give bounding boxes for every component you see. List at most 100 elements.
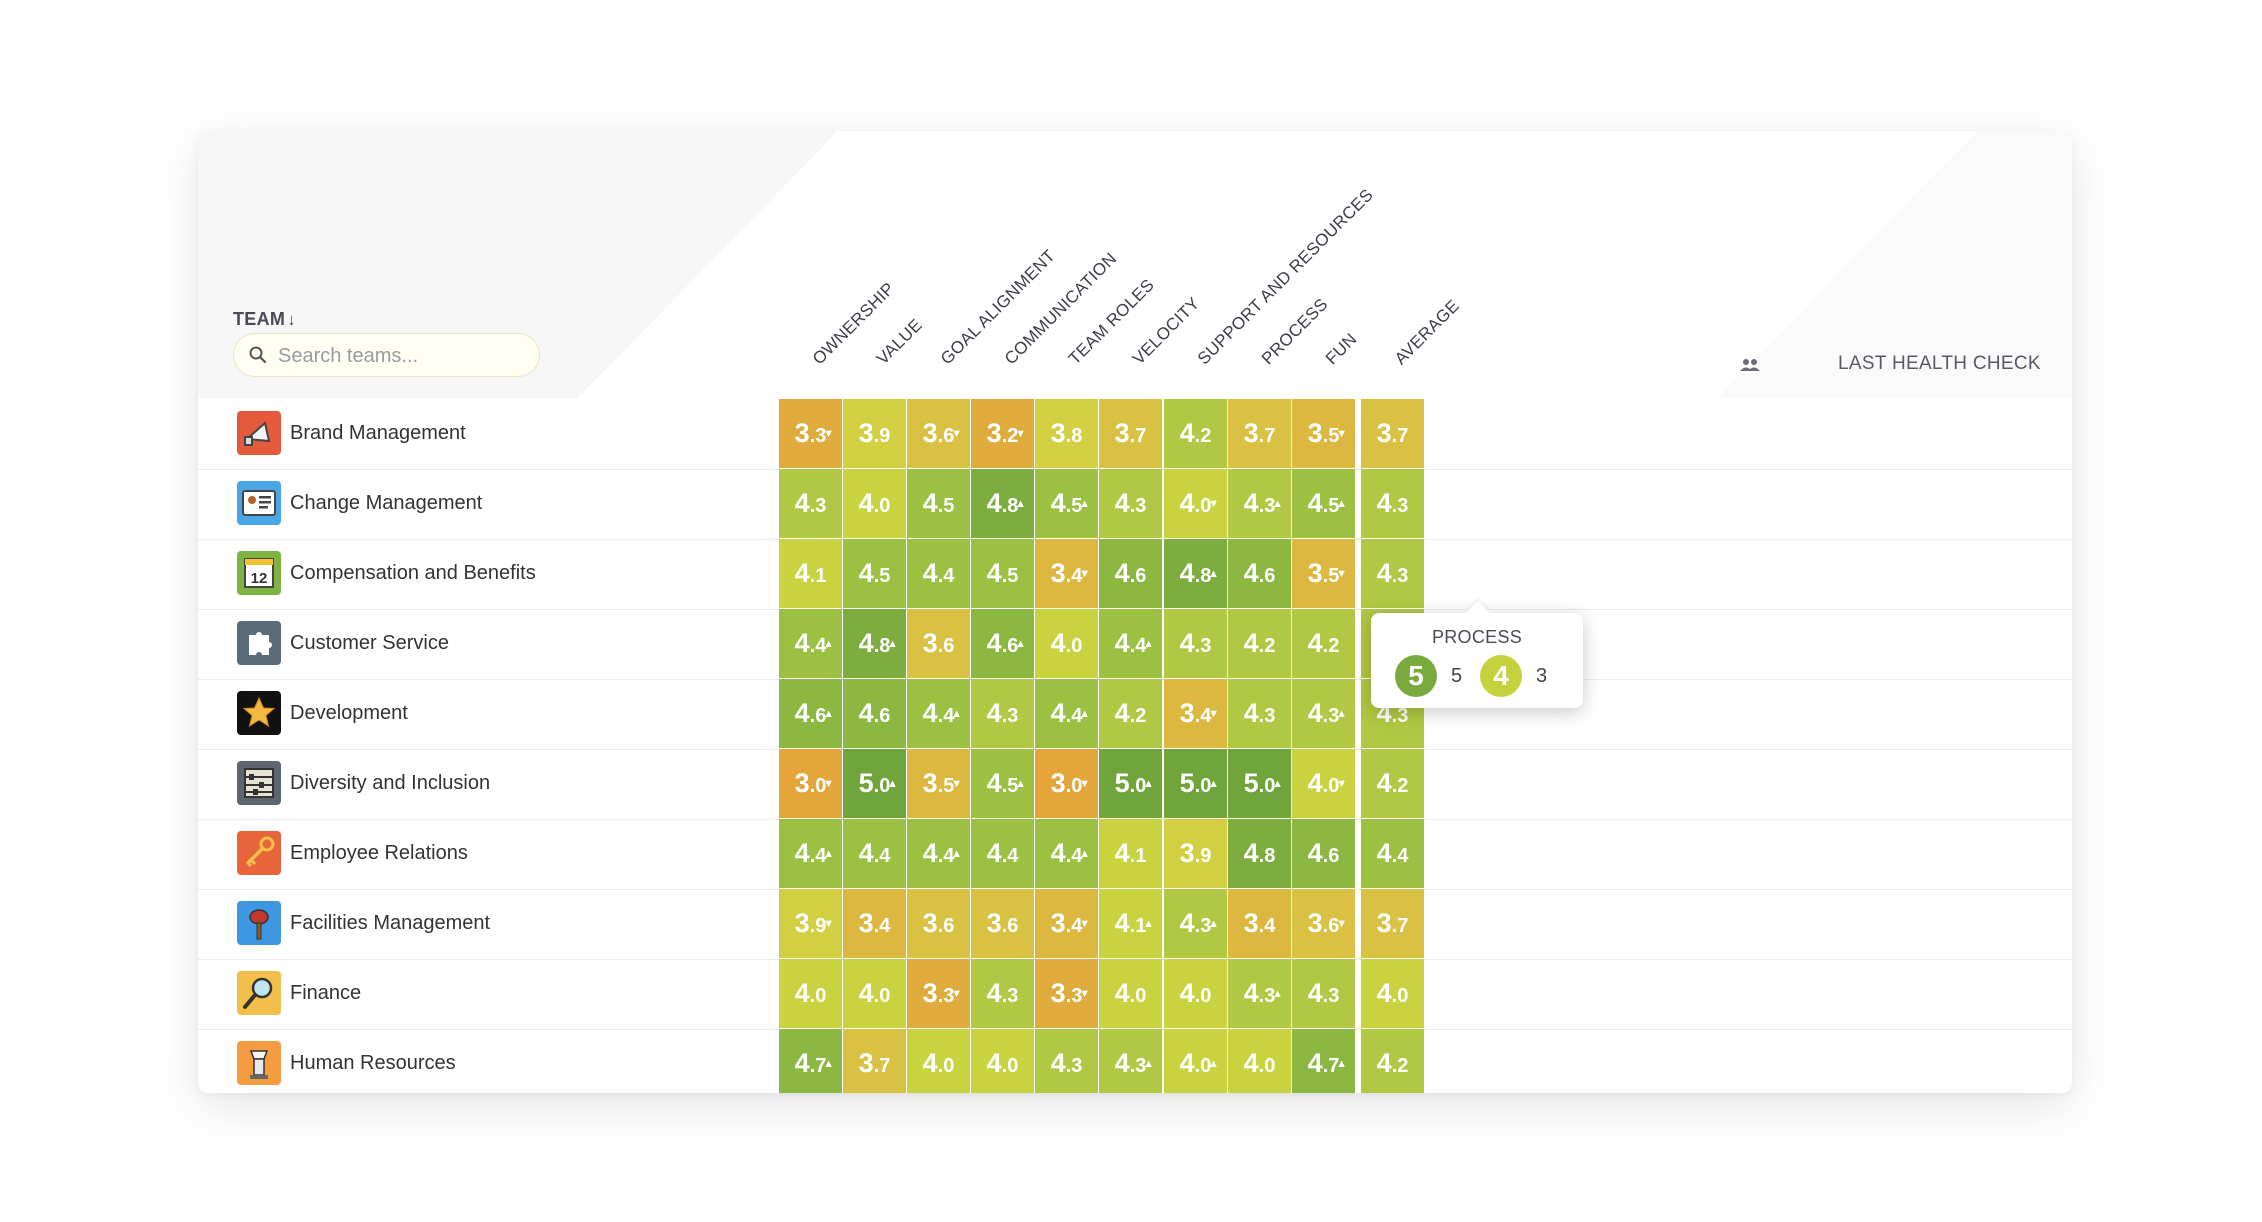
score-cell-communication[interactable]: 3.2 ▼ <box>971 399 1034 468</box>
team-name[interactable]: Compensation and Benefits <box>290 562 536 584</box>
score-cell-average[interactable]: 3.7 <box>1361 399 1424 468</box>
score-cell-velocity[interactable]: 5.0 ▲ <box>1099 749 1162 818</box>
team-name[interactable]: Development <box>290 702 408 724</box>
score-cell-goal-alignment[interactable]: 3.6 <box>907 609 970 678</box>
score-cell-fun[interactable]: 4.6 <box>1292 819 1355 888</box>
score-cell-value[interactable]: 3.9 <box>843 399 906 468</box>
team-name[interactable]: Customer Service <box>290 632 449 654</box>
score-cell-velocity[interactable]: 4.1 ▲ <box>1099 889 1162 958</box>
score-cell-team-roles[interactable]: 4.3 <box>1035 1029 1098 1093</box>
score-cell-support-and-resources[interactable]: 4.0 ▲ <box>1164 1029 1227 1093</box>
score-cell-support-and-resources[interactable]: 4.3 ▲ <box>1164 889 1227 958</box>
score-cell-value[interactable]: 4.5 <box>843 539 906 608</box>
score-cell-communication[interactable]: 4.4 <box>971 819 1034 888</box>
score-cell-average[interactable]: 4.3 <box>1361 469 1424 538</box>
search-box[interactable] <box>233 333 540 377</box>
score-cell-average[interactable]: 4.3 <box>1361 539 1424 608</box>
score-cell-value[interactable]: 4.6 <box>843 679 906 748</box>
score-cell-value[interactable]: 4.0 <box>843 959 906 1028</box>
score-cell-fun[interactable]: 3.5 ▼ <box>1292 539 1355 608</box>
score-cell-support-and-resources[interactable]: 4.0 ▼ <box>1164 469 1227 538</box>
score-cell-ownership[interactable]: 4.1 <box>779 539 842 608</box>
score-cell-ownership[interactable]: 4.7 ▲ <box>779 1029 842 1093</box>
score-cell-team-roles[interactable]: 3.8 <box>1035 399 1098 468</box>
table-row[interactable]: Change Management 4.3 4.0 4.5 4.8 ▲ 4.5 ▲ 4.3 4.0… <box>198 469 2072 540</box>
sort-arrow-icon[interactable]: ↓ <box>287 310 297 329</box>
team-name[interactable]: Diversity and Inclusion <box>290 772 491 794</box>
score-cell-team-roles[interactable]: 4.0 <box>1035 609 1098 678</box>
score-cell-fun[interactable]: 4.0 ▼ <box>1292 749 1355 818</box>
team-name[interactable]: Finance <box>290 982 362 1004</box>
score-cell-communication[interactable]: 4.5 <box>971 539 1034 608</box>
score-cell-ownership[interactable]: 3.9 ▼ <box>779 889 842 958</box>
score-cell-goal-alignment[interactable]: 3.6 <box>907 889 970 958</box>
score-cell-process[interactable]: 3.4 <box>1228 889 1291 958</box>
score-cell-support-and-resources[interactable]: 3.9 <box>1164 819 1227 888</box>
score-cell-communication[interactable]: 3.6 <box>971 889 1034 958</box>
score-cell-average[interactable]: 4.0 <box>1361 959 1424 1028</box>
score-cell-value[interactable]: 3.7 <box>843 1029 906 1093</box>
score-cell-value[interactable]: 4.0 <box>843 469 906 538</box>
score-cell-value[interactable]: 4.8 ▲ <box>843 609 906 678</box>
score-cell-goal-alignment[interactable]: 4.0 <box>907 1029 970 1093</box>
score-cell-goal-alignment[interactable]: 4.5 <box>907 469 970 538</box>
table-row[interactable]: Employee Relations 4.4 ▲ 4.4 4.4 ▲ 4.4 4.4 ▲ 4.1 3… <box>198 819 2072 890</box>
score-cell-team-roles[interactable]: 4.5 ▲ <box>1035 469 1098 538</box>
score-cell-team-roles[interactable]: 4.4 ▲ <box>1035 679 1098 748</box>
score-cell-fun[interactable]: 4.7 ▲ <box>1292 1029 1355 1093</box>
score-cell-fun[interactable]: 4.2 <box>1292 609 1355 678</box>
table-row[interactable]: Customer Service 4.4 ▲ 4.8 ▲ 3.6 4.6 ▲ 4.0 4.4 ▲ 4.… <box>198 609 2072 680</box>
score-cell-team-roles[interactable]: 3.0 ▼ <box>1035 749 1098 818</box>
score-cell-fun[interactable]: 4.3 ▲ <box>1292 679 1355 748</box>
score-cell-velocity[interactable]: 4.4 ▲ <box>1099 609 1162 678</box>
score-cell-fun[interactable]: 3.6 ▼ <box>1292 889 1355 958</box>
score-cell-process[interactable]: 4.0 <box>1228 1029 1291 1093</box>
score-cell-goal-alignment[interactable]: 4.4 ▲ <box>907 819 970 888</box>
score-cell-fun[interactable]: 3.5 ▼ <box>1292 399 1355 468</box>
team-name[interactable]: Employee Relations <box>290 842 468 864</box>
score-cell-average[interactable]: 4.4 <box>1361 819 1424 888</box>
score-cell-communication[interactable]: 4.6 ▲ <box>971 609 1034 678</box>
score-cell-value[interactable]: 4.4 <box>843 819 906 888</box>
score-cell-velocity[interactable]: 4.3 <box>1099 469 1162 538</box>
team-name[interactable]: Facilities Management <box>290 912 491 934</box>
score-cell-ownership[interactable]: 3.3 ▼ <box>779 399 842 468</box>
score-cell-velocity[interactable]: 4.1 <box>1099 819 1162 888</box>
table-row[interactable]: Diversity and Inclusion 3.0 ▼ 5.0 ▲ 3.5 ▼ 4.5 ▲ 3… <box>198 749 2072 820</box>
score-cell-ownership[interactable]: 4.3 <box>779 469 842 538</box>
score-cell-goal-alignment[interactable]: 3.6 ▼ <box>907 399 970 468</box>
score-cell-support-and-resources[interactable]: 5.0 ▲ <box>1164 749 1227 818</box>
score-cell-value[interactable]: 3.4 <box>843 889 906 958</box>
score-cell-ownership[interactable]: 4.4 ▲ <box>779 819 842 888</box>
score-cell-process[interactable]: 5.0 ▲ <box>1228 749 1291 818</box>
score-cell-communication[interactable]: 4.3 <box>971 959 1034 1028</box>
score-cell-ownership[interactable]: 4.0 <box>779 959 842 1028</box>
score-cell-process[interactable]: 4.2 <box>1228 609 1291 678</box>
score-cell-goal-alignment[interactable]: 4.4 <box>907 539 970 608</box>
score-cell-velocity[interactable]: 4.0 <box>1099 959 1162 1028</box>
search-input[interactable] <box>276 342 530 370</box>
score-cell-support-and-resources[interactable]: 4.0 <box>1164 959 1227 1028</box>
score-cell-team-roles[interactable]: 3.3 ▼ <box>1035 959 1098 1028</box>
score-cell-process[interactable]: 4.6 <box>1228 539 1291 608</box>
people-icon[interactable] <box>1739 357 1761 373</box>
table-row[interactable]: Brand Management 3.3 ▼ 3.9 3.6 ▼ 3.2 ▼ 3.8 3.7 4.2… <box>198 399 2072 470</box>
table-row[interactable]: 12 Compensation and Benefits 4.1 4.5 4.4 4.5 3… <box>198 539 2072 610</box>
score-cell-support-and-resources[interactable]: 3.4 ▼ <box>1164 679 1227 748</box>
team-column-header[interactable]: TEAM ↓ <box>233 309 296 330</box>
last-health-check-header[interactable]: LAST HEALTH CHECK <box>1838 353 2041 374</box>
score-cell-velocity[interactable]: 4.2 <box>1099 679 1162 748</box>
score-cell-value[interactable]: 5.0 ▲ <box>843 749 906 818</box>
team-name[interactable]: Change Management <box>290 492 483 514</box>
score-cell-average[interactable]: 4.2 <box>1361 1029 1424 1093</box>
score-cell-process[interactable]: 4.3 <box>1228 679 1291 748</box>
score-cell-ownership[interactable]: 4.4 ▲ <box>779 609 842 678</box>
score-cell-team-roles[interactable]: 4.4 ▲ <box>1035 819 1098 888</box>
score-cell-process[interactable]: 3.7 <box>1228 399 1291 468</box>
score-cell-ownership[interactable]: 4.6 ▲ <box>779 679 842 748</box>
score-cell-team-roles[interactable]: 3.4 ▼ <box>1035 539 1098 608</box>
table-row[interactable]: Development 4.6 ▲ 4.6 4.4 ▲ 4.3 4.4 ▲ 4.2 3.4 ▼ 4.3 4… <box>198 679 2072 750</box>
score-cell-ownership[interactable]: 3.0 ▼ <box>779 749 842 818</box>
score-cell-velocity[interactable]: 3.7 <box>1099 399 1162 468</box>
score-cell-average[interactable]: 3.7 <box>1361 889 1424 958</box>
